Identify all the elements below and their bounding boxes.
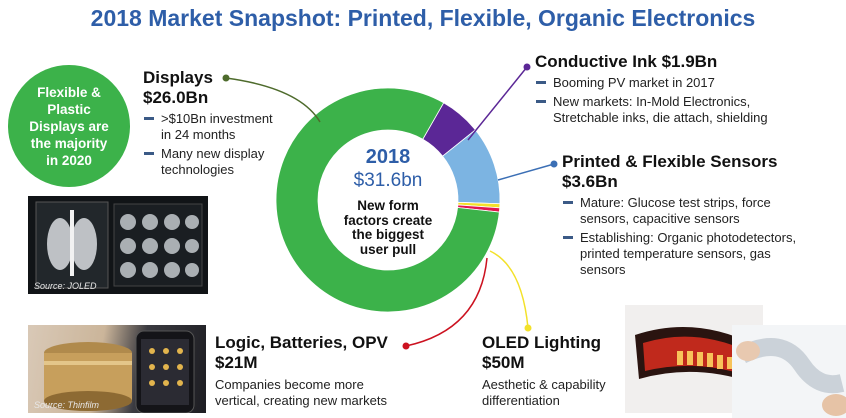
badge-line: Plastic xyxy=(47,101,91,117)
oled-illustration xyxy=(635,327,755,383)
bullet-line: Mature: Glucose test strips, force xyxy=(580,195,771,210)
description-line: Companies become more xyxy=(215,377,364,392)
segment-heading: Logic, Batteries, OPV xyxy=(215,333,388,352)
bullet-line: Many new display xyxy=(161,146,265,161)
highlight-badge: Flexible & Plastic Displays are the majo… xyxy=(8,65,130,187)
callout-dot-ink xyxy=(523,63,531,71)
bullet-item: Booming PV market in 2017 xyxy=(535,75,840,91)
center-message-line: New form xyxy=(357,198,419,213)
flexible-sheet-photo xyxy=(732,325,846,418)
bullet-line: sensors, capacitive sensors xyxy=(580,211,740,226)
segment-value: $21M xyxy=(215,353,258,372)
callout-line-displays xyxy=(225,77,321,123)
bullet-line: Establishing: Organic photodetectors, xyxy=(580,230,797,245)
bullet-line: printed temperature sensors, gas xyxy=(580,246,771,261)
callout-line-ink xyxy=(467,66,528,141)
segment-description: Companies become more vertical, creating… xyxy=(215,377,415,409)
badge-line: the majority xyxy=(30,135,108,151)
badge-line: in 2020 xyxy=(46,152,92,168)
bullet-line: sensors xyxy=(580,262,626,277)
xray-illustration xyxy=(35,201,203,289)
description-line: vertical, creating new markets xyxy=(215,393,387,408)
segment-heading: Conductive Ink $1.9Bn xyxy=(535,52,718,71)
badge-line: Displays are xyxy=(29,118,109,134)
product-illustration xyxy=(44,330,195,413)
bullet-item: >$10Bn investment in 24 months xyxy=(143,111,303,143)
segment-description: Aesthetic & capability differentiation xyxy=(482,377,622,409)
center-message: New form factors create the biggest user… xyxy=(318,198,458,257)
photo-source-label: Source: Thinfilm xyxy=(34,400,100,410)
callout-line-sensors xyxy=(497,163,555,181)
description-line: differentiation xyxy=(482,393,560,408)
segment-logic: Logic, Batteries, OPV $21M Companies bec… xyxy=(215,333,415,409)
callout-line-logic xyxy=(405,257,488,347)
segment-oled-lighting: OLED Lighting $50M Aesthetic & capabilit… xyxy=(482,333,622,409)
bullet-item: New markets: In-Mold Electronics, Stretc… xyxy=(535,94,840,126)
segment-value: $26.0Bn xyxy=(143,88,209,107)
segment-heading: Printed & Flexible Sensors xyxy=(562,152,778,171)
callout-dot-displays xyxy=(222,74,230,82)
center-total: $31.6bn xyxy=(353,170,423,191)
bullet-line: technologies xyxy=(161,162,234,177)
center-message-line: factors create xyxy=(343,212,433,228)
bullet-item: Mature: Glucose test strips, force senso… xyxy=(562,195,844,227)
segment-displays: Displays $26.0Bn >$10Bn investment in 24… xyxy=(143,68,303,178)
bullet-item: Many new display technologies xyxy=(143,146,303,178)
bullet-line: >$10Bn investment xyxy=(161,111,273,126)
center-message-line: user pull xyxy=(359,241,417,257)
center-message-line: the biggest xyxy=(351,227,424,242)
badge-line: Flexible & xyxy=(37,84,101,100)
segment-sensors: Printed & Flexible Sensors $3.6Bn Mature… xyxy=(562,152,844,278)
flex-illustration xyxy=(736,338,846,416)
description-line: Aesthetic & capability xyxy=(482,377,606,392)
bullet-line: New markets: In-Mold Electronics, xyxy=(553,94,751,109)
segment-value: $3.6Bn xyxy=(562,172,618,191)
center-year: 2018 xyxy=(365,146,411,168)
callout-dot-oled xyxy=(524,324,532,332)
photo-source-label: Source: JOLED xyxy=(34,281,97,291)
callout-line-oled xyxy=(489,250,529,329)
page-title: 2018 Market Snapshot: Printed, Flexible,… xyxy=(90,5,756,31)
bullet-line: in 24 months xyxy=(161,127,236,142)
xray-display-photo: Source: JOLED xyxy=(28,196,208,294)
callout-dot-logic xyxy=(402,342,410,350)
segment-conductive-ink: Conductive Ink $1.9Bn Booming PV market … xyxy=(535,52,840,126)
bullet-line: Booming PV market in 2017 xyxy=(553,75,715,90)
thinfilm-product-photo: Source: Thinfilm xyxy=(28,325,206,413)
callout-dot-sensors xyxy=(550,160,558,168)
bullet-line: Stretchable inks, die attach, shielding xyxy=(553,110,768,125)
segment-value: $50M xyxy=(482,353,525,372)
donut-slice-displays xyxy=(275,87,500,313)
segment-heading: Displays xyxy=(143,68,213,87)
segment-heading: OLED Lighting xyxy=(482,333,601,352)
bullet-item: Establishing: Organic photodetectors, pr… xyxy=(562,230,844,278)
